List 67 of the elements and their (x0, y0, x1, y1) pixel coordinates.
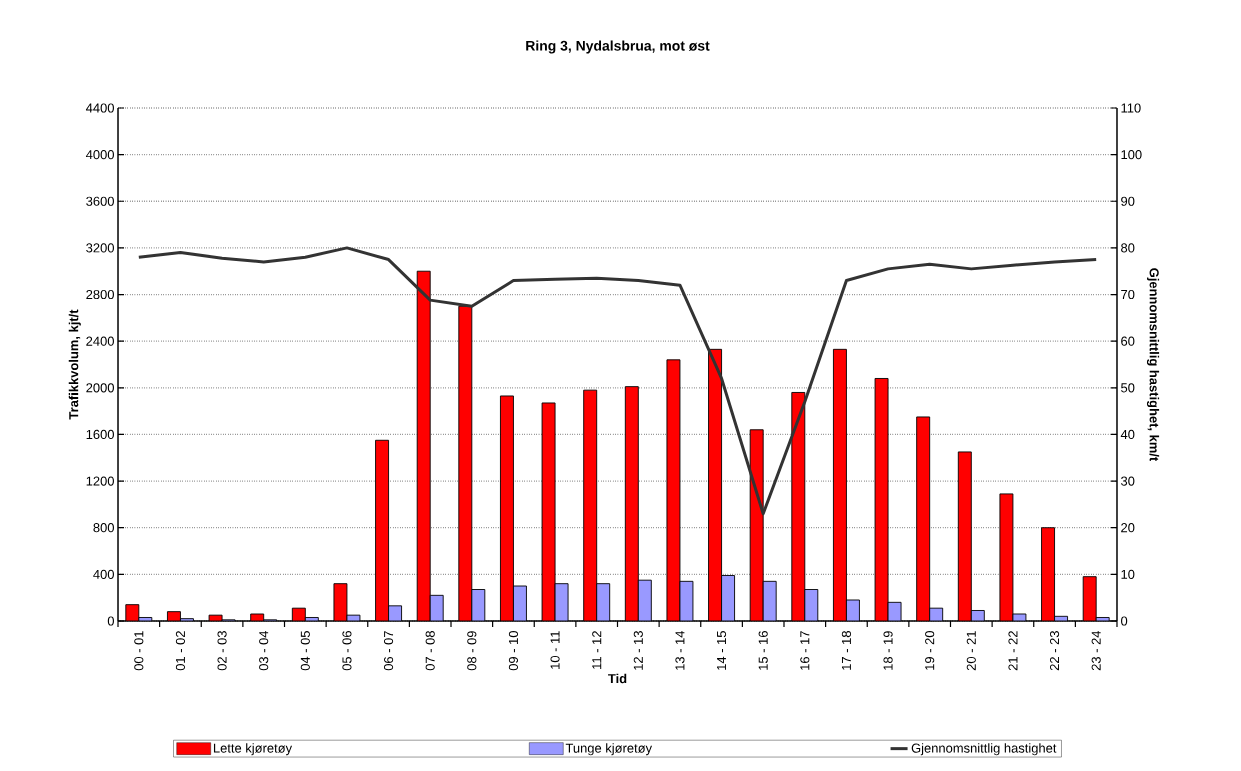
x-tick-label: 06 - 07 (383, 631, 394, 671)
y2-tick-label: 90 (1121, 196, 1135, 206)
x-tick-label: 02 - 03 (217, 631, 227, 671)
y2-tick-label: 100 (1121, 150, 1142, 160)
bar (416, 270, 431, 621)
bar (1082, 576, 1097, 621)
x-tick-label: 13 - 14 (675, 630, 685, 670)
bar (957, 451, 972, 621)
x-tick-label: 18 - 19 (883, 631, 893, 670)
x-tick-label: 04 - 05 (300, 631, 310, 671)
bar (583, 389, 598, 621)
bar (499, 395, 514, 621)
y2-tick-label: 0 (1121, 616, 1128, 626)
y-tick-label: 4400 (85, 103, 114, 113)
y-tick-label: 2000 (86, 383, 114, 393)
y2-tick-label: 110 (1121, 103, 1141, 113)
y2-tick-label: 10 (1121, 569, 1135, 579)
x-axis-title: Tid (608, 673, 627, 684)
y-tick-label: 2400 (86, 336, 114, 346)
x-tick-label: 19 - 20 (925, 631, 935, 670)
x-tick-label: 17 - 18 (841, 631, 852, 670)
x-tick-label: 11 - 12 (592, 631, 602, 669)
y-tick-label: 0 (107, 616, 114, 626)
bar (832, 348, 847, 621)
y-tick-label: 3200 (86, 243, 114, 253)
x-tick-label: 21 - 22 (1008, 631, 1018, 671)
x-tick-label: 01 - 02 (175, 631, 186, 671)
x-tick-label: 07 - 08 (425, 631, 435, 671)
y2-axis-title: Gjennomsnittlig hastighet, km/t (1146, 268, 1160, 462)
y-tick-label: 800 (93, 523, 114, 533)
legend-label: Tunge kjøretøy (565, 743, 653, 756)
bar (458, 305, 473, 621)
x-tick-label: 14 - 15 (717, 631, 727, 670)
y-tick-label: 1200 (86, 476, 114, 486)
y-axis-title: Trafikkvolum, kjt/t (68, 309, 81, 420)
y2-tick-label: 60 (1121, 336, 1135, 346)
y-tick-label: 2800 (86, 289, 114, 300)
x-tick-label: 05 - 06 (342, 631, 352, 671)
y-tick-label: 3600 (86, 196, 114, 206)
x-tick-label: 09 - 10 (508, 631, 519, 671)
x-tick-label: 03 - 04 (259, 630, 269, 671)
line-series (137, 246, 1098, 516)
x-tick-label: 16 - 17 (800, 631, 810, 670)
x-tick-label: 15 - 16 (758, 631, 768, 670)
x-tick-label: 23 - 24 (1091, 630, 1101, 671)
bar (1041, 527, 1056, 621)
chart-title: Ring 3, Nydalsbrua, mot øst (526, 40, 710, 54)
legend-label: Lette kjøretøy (213, 743, 293, 756)
x-tick-label: 10 - 11 (550, 631, 560, 669)
y-tick-label: 1600 (86, 429, 114, 440)
x-tick-label: 00 - 01 (134, 631, 144, 671)
x-tick-label: 22 - 23 (1049, 631, 1060, 671)
y2-tick-label: 30 (1121, 476, 1135, 486)
y2-tick-label: 20 (1121, 523, 1135, 533)
x-tick-label: 20 - 21 (966, 631, 976, 671)
y2-tick-label: 50 (1121, 383, 1135, 393)
bar (916, 416, 931, 621)
x-tick-label: 12 - 13 (633, 631, 643, 670)
bar (624, 386, 639, 621)
y2-tick-label: 80 (1121, 243, 1135, 253)
y-tick-label: 4000 (85, 150, 114, 160)
x-tick-label: 08 - 09 (467, 631, 477, 671)
legend-label: Gjennomsnittlig hastighet (911, 743, 1057, 756)
y-tick-label: 400 (93, 569, 114, 579)
y2-tick-label: 40 (1120, 429, 1135, 440)
y2-tick-label: 70 (1121, 289, 1135, 300)
bar (375, 439, 390, 621)
